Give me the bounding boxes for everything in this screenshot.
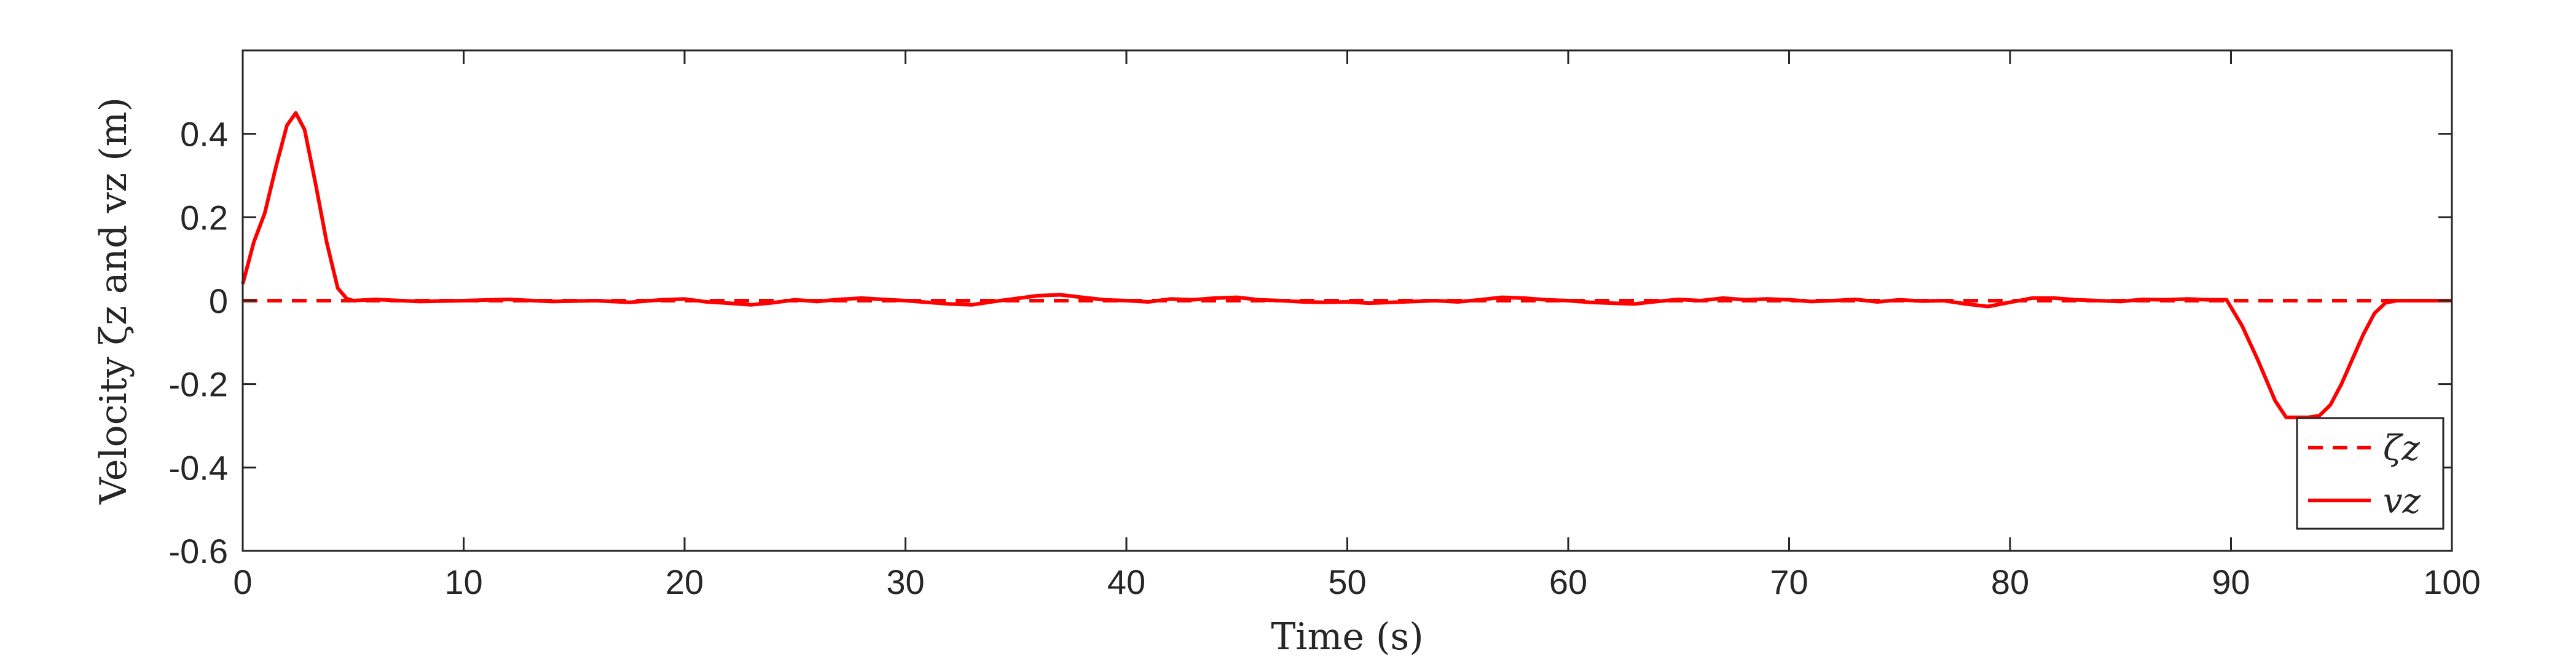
x-tick-label: 100 bbox=[2423, 563, 2480, 601]
legend-label: ζz bbox=[2383, 429, 2420, 468]
series-lines bbox=[241, 111, 2452, 419]
y-axis-label: Velocity ζz and vz (m) bbox=[92, 97, 135, 505]
x-tick-label: 80 bbox=[1991, 563, 2029, 601]
x-tick-label: 40 bbox=[1107, 563, 1145, 601]
y-tick-label: 0.2 bbox=[180, 198, 228, 237]
x-tick-label: 30 bbox=[886, 563, 924, 601]
x-tick-label: 0 bbox=[233, 563, 252, 601]
y-tick-label: -0.6 bbox=[169, 532, 229, 571]
x-tick-label: 20 bbox=[666, 563, 704, 601]
y-tick-label: 0.4 bbox=[180, 115, 228, 154]
x-tick-label: 50 bbox=[1328, 563, 1366, 601]
x-tick-label: 90 bbox=[2212, 563, 2250, 601]
x-tick-label: 60 bbox=[1549, 563, 1587, 601]
series-line-1 bbox=[241, 111, 2452, 419]
y-tick-label: -0.4 bbox=[169, 448, 229, 487]
y-tick-label: 0 bbox=[209, 282, 228, 320]
axis-ticks bbox=[242, 50, 2453, 552]
y-tick-label: -0.2 bbox=[169, 365, 229, 404]
y-tick-labels: -0.6 -0.4 -0.2 0 0.2 0.4 bbox=[169, 115, 229, 571]
legend: ζz vz bbox=[2296, 417, 2444, 530]
x-axis-label: Time (s) bbox=[1271, 615, 1423, 658]
x-tick-labels: 0 10 20 30 40 50 60 70 80 90 100 bbox=[233, 563, 2480, 601]
x-tick-label: 70 bbox=[1770, 563, 1808, 601]
legend-box bbox=[2296, 417, 2444, 530]
x-tick-label: 10 bbox=[444, 563, 482, 601]
legend-label: vz bbox=[2383, 481, 2421, 521]
